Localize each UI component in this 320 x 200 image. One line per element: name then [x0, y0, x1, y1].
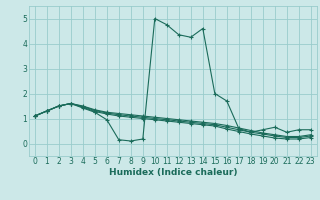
- X-axis label: Humidex (Indice chaleur): Humidex (Indice chaleur): [108, 168, 237, 177]
